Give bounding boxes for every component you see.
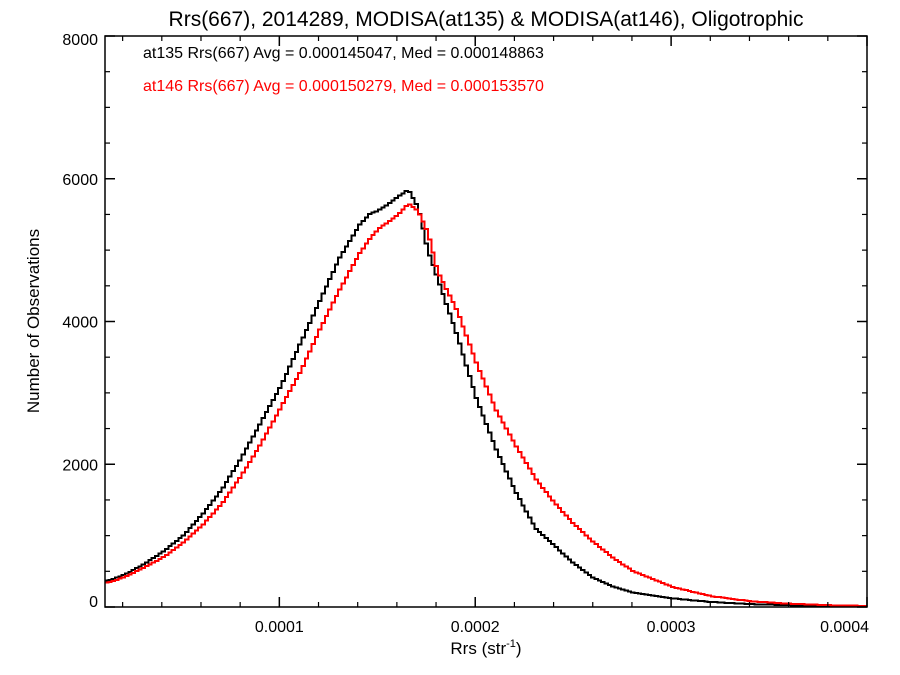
series-line-at135 — [105, 189, 867, 608]
stats-annotation-at135: at135 Rrs(667) Avg = 0.000145047, Med = … — [143, 45, 544, 62]
tick-layer: 0.0001 0.0002 0.0003 0.0004 0 2000 4000 6000 800… — [62, 32, 869, 636]
x-tick-label: 0.0004 — [820, 619, 869, 636]
y-axis-label: Number of Observations — [24, 229, 43, 413]
x-axis-label-exponent: -1 — [506, 638, 516, 650]
x-axis-label-main: Rrs (str — [450, 639, 506, 658]
stats-annotation-at146: at146 Rrs(667) Avg = 0.000150279, Med = … — [143, 78, 544, 95]
y-tick-label: 6000 — [62, 172, 98, 189]
y-tick-label: 2000 — [62, 457, 98, 474]
y-tick-label: 4000 — [62, 315, 98, 332]
series-line-at146 — [105, 203, 867, 607]
y-tick-label: 0 — [89, 594, 98, 611]
series-layer — [105, 189, 867, 608]
chart-title: Rrs(667), 2014289, MODISA(at135) & MODIS… — [169, 8, 804, 31]
x-tick-label: 0.0001 — [255, 619, 304, 636]
y-tick-label: 8000 — [62, 32, 98, 49]
x-tick-label: 0.0002 — [451, 619, 500, 636]
x-tick-label: 0.0003 — [647, 619, 696, 636]
x-axis-label: Rrs (str-1) — [450, 638, 521, 658]
x-axis-label-close: ) — [516, 639, 522, 658]
